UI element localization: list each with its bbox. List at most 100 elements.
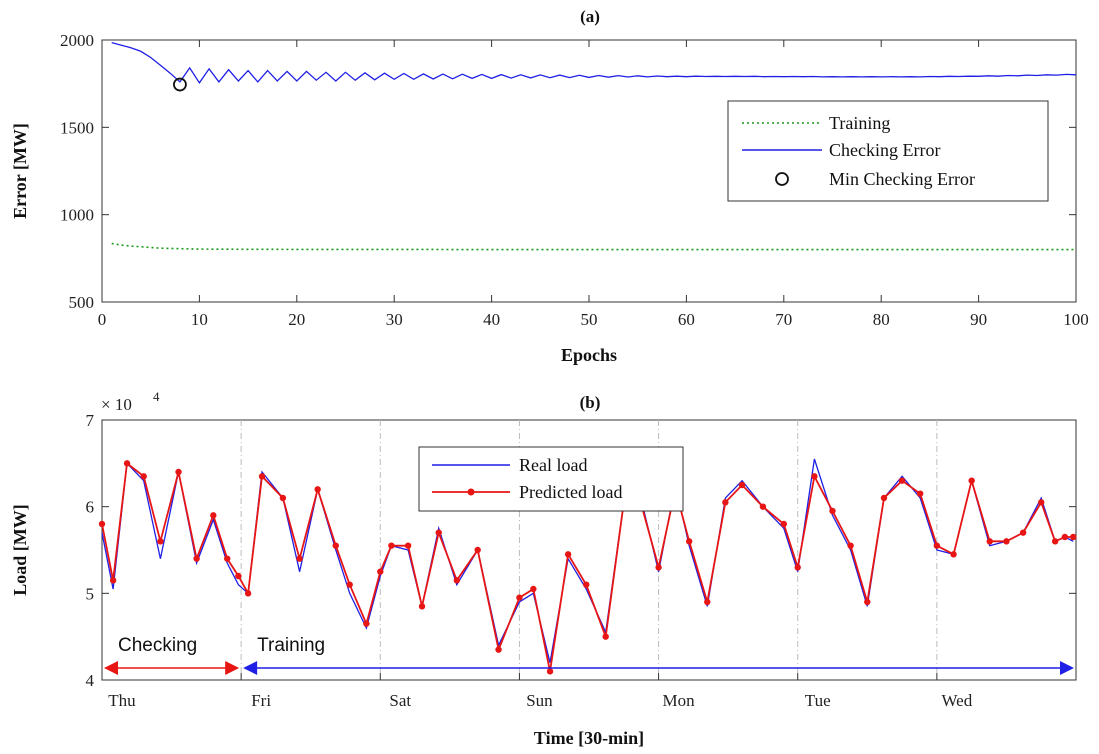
predicted-load-point <box>123 460 131 467</box>
y-tick-label: 5 <box>86 584 95 603</box>
chart-a-x-ticks: 0 10 20 30 40 50 60 70 80 90 100 <box>98 40 1089 329</box>
predicted-load-point <box>933 542 941 549</box>
predicted-load-point <box>258 473 266 480</box>
min-checking-error-marker <box>173 77 187 92</box>
predicted-load-point <box>704 598 711 606</box>
y-tick-label: 500 <box>69 293 95 312</box>
predicted-load-point <box>404 542 412 549</box>
predicted-load-point <box>346 581 353 588</box>
predicted-load-point <box>847 542 854 549</box>
legend-training-label: Training <box>829 113 890 133</box>
span-arrow-head-right <box>1060 661 1074 675</box>
chart-a-series <box>111 41 1077 251</box>
x-tick-label: Sun <box>526 691 553 710</box>
chart-b-legend-box <box>418 446 684 512</box>
x-tick-label: 20 <box>288 310 305 329</box>
x-tick-label: Sat <box>389 691 411 710</box>
predicted-load-point <box>495 646 502 653</box>
predicted-load-point <box>388 542 395 549</box>
predicted-load-point <box>175 468 182 476</box>
predicted-load-point <box>418 603 426 610</box>
predicted-load-point <box>655 564 662 571</box>
x-tick-label: 30 <box>386 310 403 329</box>
predicted-load-point <box>377 568 384 575</box>
predicted-load-point <box>157 538 164 545</box>
predicted-load-point <box>363 620 370 627</box>
predicted-load-point <box>759 503 767 510</box>
predicted-load-point <box>193 555 200 562</box>
predicted-load-point <box>968 477 975 484</box>
span-label: Training <box>257 635 325 656</box>
chart-a-x-label: Epochs <box>561 345 617 365</box>
legend-min-label: Min Checking Error <box>829 169 975 189</box>
x-tick-label: 80 <box>873 310 890 329</box>
predicted-load-point <box>530 585 537 593</box>
predicted-load-point <box>314 486 321 493</box>
predicted-load-point <box>224 555 231 562</box>
predicted-load-point <box>722 499 729 506</box>
legend-min-marker <box>775 172 789 186</box>
x-tick-label: 10 <box>191 310 208 329</box>
predicted-load-point <box>950 551 957 558</box>
span-arrow-head-right <box>225 661 240 675</box>
y-tick-label: 7 <box>86 411 95 430</box>
y-tick-label: 1000 <box>60 206 94 225</box>
chart-b-title: (b) <box>580 393 601 412</box>
chart-a-y-ticks: 500 1000 1500 2000 <box>60 31 1076 312</box>
x-tick-label: 90 <box>970 310 987 329</box>
predicted-load-point <box>811 473 818 480</box>
predicted-load-point <box>880 494 888 502</box>
predicted-load-point <box>864 598 871 606</box>
predicted-load-point <box>235 572 242 580</box>
predicted-load-point <box>332 542 339 549</box>
span-arrow-head-left <box>104 661 118 675</box>
predicted-load-point <box>1070 533 1077 541</box>
x-tick-label: Wed <box>941 691 972 710</box>
predicted-load-point <box>98 520 106 528</box>
predicted-load-point <box>279 494 287 502</box>
chart-b-exponent: × 10 4 <box>101 389 160 414</box>
x-tick-label: Mon <box>663 691 696 710</box>
predicted-load-point <box>1061 533 1069 541</box>
predicted-load-point <box>986 538 993 545</box>
exponent-base: × 10 <box>101 395 132 414</box>
x-tick-label: 60 <box>678 310 695 329</box>
x-tick-label: Fri <box>251 691 271 710</box>
predicted-load-line <box>101 461 1074 672</box>
legend-checking-label: Checking Error <box>829 140 940 160</box>
legend-real-label: Real load <box>519 455 587 475</box>
chart-a-y-label: Error [MW] <box>10 123 30 219</box>
chart-b-axes-box <box>101 419 1077 681</box>
x-tick-label: 100 <box>1063 310 1089 329</box>
predicted-load-point <box>794 564 801 571</box>
predicted-load-point <box>1003 538 1010 545</box>
predicted-load-point <box>109 577 117 584</box>
predicted-load-point <box>140 473 147 480</box>
predicted-load-point <box>296 555 303 562</box>
predicted-load-point <box>546 668 554 675</box>
predicted-load-point <box>516 594 523 601</box>
predicted-load-point <box>474 546 481 554</box>
predicted-load-point <box>1051 538 1059 545</box>
predicted-load-point <box>738 481 746 489</box>
predicted-load-point <box>916 490 924 497</box>
span-label: Checking <box>118 635 197 656</box>
chart-a: (a) 0 10 20 30 40 50 60 70 80 90 100 500 1000 1500 20… <box>10 7 1089 365</box>
exponent-power: 4 <box>153 389 160 404</box>
predicted-load-point <box>898 477 906 484</box>
span-arrow-head-left <box>243 661 258 675</box>
training-line <box>111 242 1076 251</box>
legend-pred-label: Predicted load <box>519 482 622 502</box>
predicted-load-point <box>780 520 787 528</box>
chart-b-x-label: Time [30-min] <box>534 728 644 748</box>
predicted-load-point <box>453 577 461 584</box>
chart-a-title: (a) <box>580 7 600 26</box>
x-tick-label: 40 <box>483 310 500 329</box>
predicted-load-point <box>583 581 590 588</box>
x-tick-label: 50 <box>581 310 598 329</box>
predicted-load-point <box>435 529 442 536</box>
chart-b-legend: Real load Predicted load <box>418 446 684 512</box>
x-tick-label: Thu <box>108 691 136 710</box>
predicted-load-point <box>210 512 217 519</box>
